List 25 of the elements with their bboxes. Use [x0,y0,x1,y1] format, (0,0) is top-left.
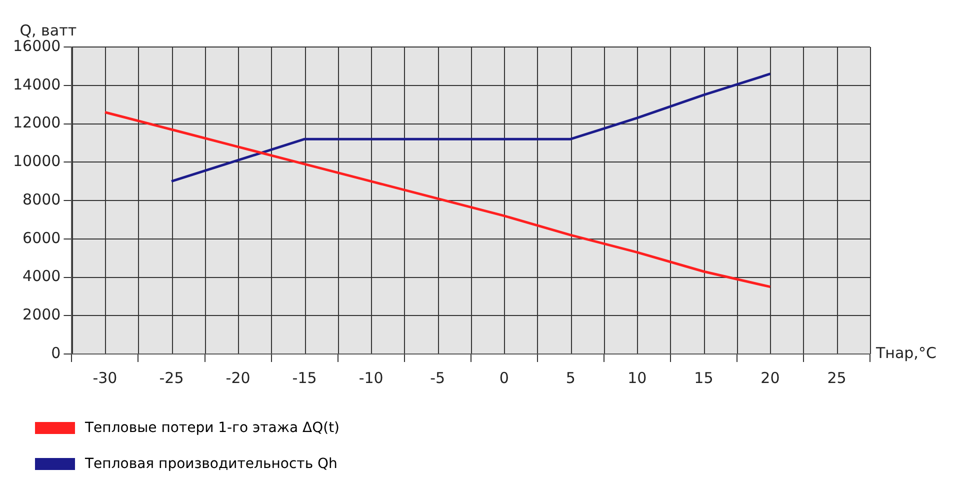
x-tick-label: -20 [226,368,250,387]
y-tick-label: 16000 [13,36,61,55]
x-tick-label: 0 [499,368,509,387]
y-tick-label: 8000 [22,190,61,208]
y-tick-label: 2000 [22,306,61,324]
x-tick-label: -5 [430,368,446,387]
x-tick-label: 20 [760,368,780,387]
legend-label: Тепловые потери 1-го этажа ΔQ(t) [85,420,340,436]
y-tick-label: 14000 [13,75,61,94]
y-tick-label: 0 [51,344,61,362]
x-tick-label: -30 [92,368,118,387]
y-tick-label: 10000 [13,152,61,170]
legend-label: Тепловая производительность Qh [85,456,338,472]
x-tick-label: -25 [159,368,184,387]
x-tick-label: -15 [292,368,317,387]
x-tick-label: -10 [358,368,384,387]
y-axis-title: Q, ватт [20,21,77,40]
x-tick-label: 10 [628,368,647,387]
y-tick-label: 12000 [13,114,61,132]
x-tick-label: 5 [566,368,576,387]
x-tick-label: 15 [694,368,714,387]
x-axis-title: Тнар,°C [875,344,936,362]
y-tick-label: 6000 [22,228,61,247]
y-tick-label: 4000 [22,267,61,286]
x-tick-label: 25 [827,368,846,387]
